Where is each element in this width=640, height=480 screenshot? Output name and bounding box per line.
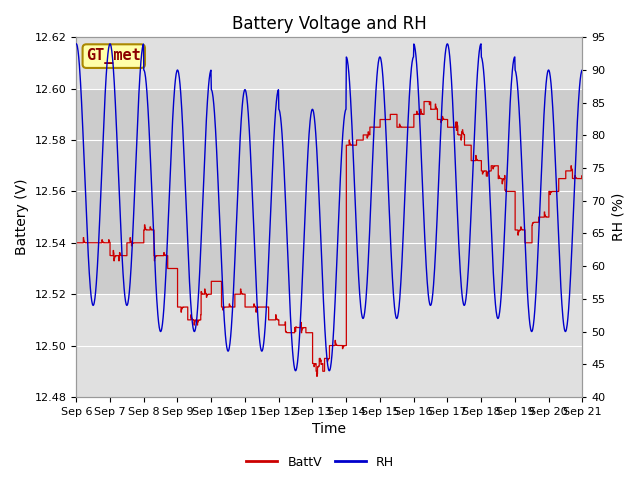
Y-axis label: RH (%): RH (%): [611, 193, 625, 241]
X-axis label: Time: Time: [312, 422, 346, 436]
Legend: BattV, RH: BattV, RH: [241, 451, 399, 474]
Bar: [76, 89, 582, 294]
Text: GT_met: GT_met: [86, 48, 141, 64]
Y-axis label: Battery (V): Battery (V): [15, 179, 29, 255]
Title: Battery Voltage and RH: Battery Voltage and RH: [232, 15, 427, 33]
